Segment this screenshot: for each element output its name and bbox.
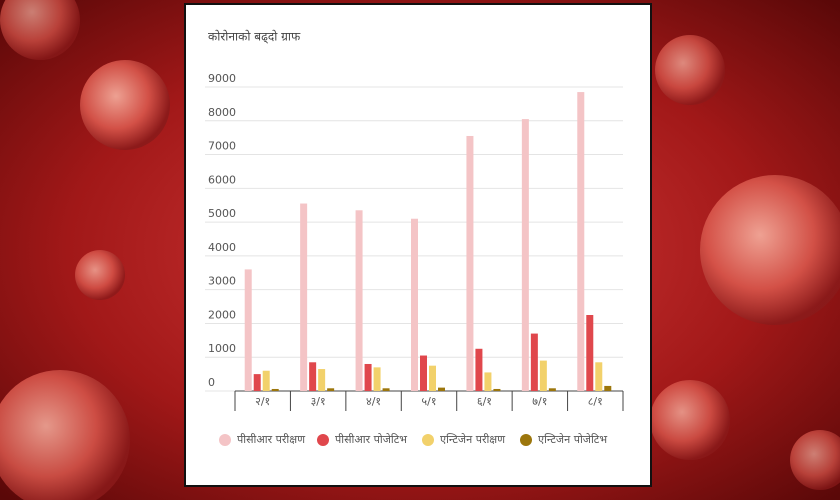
y-tick-label: 9000 [208, 72, 236, 85]
x-tick-label: ५/१ [421, 395, 436, 408]
legend-label: एन्टिजेन पोजेटिभ [538, 433, 607, 446]
legend-label: पीसीआर परीक्षण [237, 433, 306, 446]
bar [364, 363, 372, 391]
bar [300, 203, 308, 391]
bar [466, 135, 474, 391]
bar [493, 388, 501, 391]
bar [309, 362, 317, 391]
bar [411, 218, 418, 391]
x-tick-label: २/१ [255, 395, 270, 408]
legend-marker [422, 434, 434, 446]
bar [253, 374, 261, 391]
bar [318, 369, 326, 391]
bar [586, 315, 594, 391]
y-tick-label: 2000 [208, 308, 236, 321]
x-tick-label: ४/१ [366, 395, 381, 408]
bar [262, 370, 270, 391]
bar [429, 365, 436, 391]
bar [604, 385, 612, 391]
legend-label: एन्टिजेन परीक्षण [440, 433, 506, 446]
bar [271, 388, 279, 391]
bar [327, 388, 335, 391]
bar [373, 367, 381, 391]
y-tick-label: 0 [208, 376, 215, 389]
chart-title: कोरोनाको बढ्दो ग्राफ [208, 30, 301, 45]
bar [420, 355, 427, 391]
x-tick-label: ३/१ [311, 395, 326, 408]
bar [595, 362, 603, 391]
y-tick-label: 7000 [208, 140, 236, 153]
y-tick-label: 5000 [208, 207, 236, 220]
legend-marker [317, 434, 329, 446]
bar [438, 387, 445, 391]
bar [521, 119, 529, 391]
bar [484, 372, 492, 391]
bar [244, 269, 252, 391]
legend-marker [520, 434, 532, 446]
legend-marker [219, 434, 231, 446]
bar [382, 388, 390, 391]
bar [577, 92, 585, 392]
y-tick-label: 6000 [208, 173, 236, 186]
y-tick-label: 4000 [208, 241, 236, 254]
y-tick-label: 1000 [208, 342, 236, 355]
x-tick-label: ६/१ [477, 395, 492, 408]
bar [355, 210, 363, 391]
x-tick-label: ८/१ [588, 395, 603, 408]
bar [539, 360, 547, 391]
bar [548, 388, 556, 391]
y-tick-label: 8000 [208, 106, 236, 119]
y-tick-label: 3000 [208, 275, 236, 288]
bar [475, 348, 483, 391]
bar [530, 333, 538, 391]
x-tick-label: ७/१ [532, 395, 547, 408]
legend-label: पीसीआर पोजेटिभ [335, 433, 407, 446]
